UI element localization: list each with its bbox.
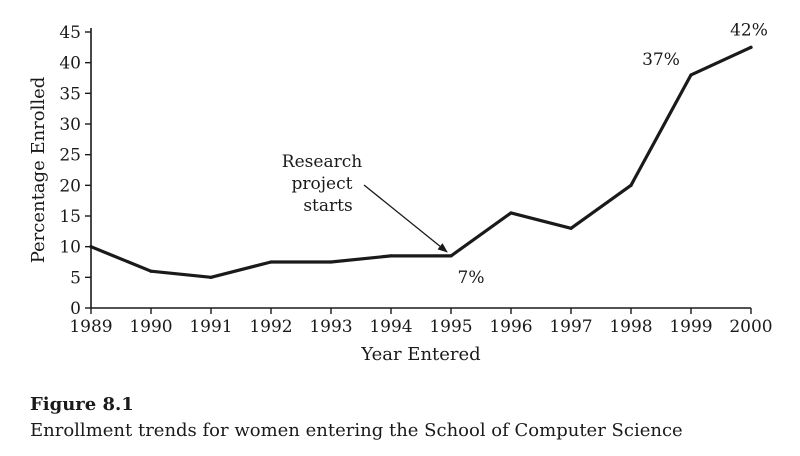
x-tick-label: 1998: [609, 317, 652, 337]
annotations: Research project starts 7% 37% 42%: [282, 20, 768, 288]
x-tick-label: 1995: [429, 317, 472, 337]
figure-caption: Enrollment trends for women entering the…: [30, 420, 683, 441]
data-point: [329, 260, 333, 264]
data-point: [569, 226, 573, 230]
data-point: [389, 254, 393, 258]
y-tick-label: 0: [70, 299, 81, 319]
x-tick-label: 1997: [549, 317, 592, 337]
data-point: [269, 260, 273, 264]
x-tick-label: 2000: [729, 317, 772, 337]
value-annotation: 37%: [642, 50, 680, 70]
y-tick-label: 20: [59, 176, 81, 196]
data-point: [749, 45, 753, 49]
x-tick-label: 1993: [309, 317, 352, 337]
y-tick-label: 40: [59, 54, 81, 74]
research-callout: Research project starts: [282, 152, 448, 253]
data-point: [509, 211, 513, 215]
x-tick-label: 1996: [489, 317, 532, 337]
y-tick-label: 45: [59, 23, 81, 43]
y-tick-label: 25: [59, 146, 81, 166]
value-annotation: 7%: [458, 268, 485, 288]
y-tick-label: 35: [59, 84, 81, 104]
series-line: [89, 45, 753, 279]
data-point: [449, 254, 453, 258]
data-point: [149, 269, 153, 273]
callout-arrow: [363, 184, 448, 253]
data-point: [629, 183, 633, 187]
x-axis-title: Year Entered: [360, 344, 480, 365]
callout-line: Research: [282, 152, 362, 172]
data-point: [689, 73, 693, 77]
callout-line: project: [292, 174, 353, 194]
x-tick-label: 1989: [69, 317, 112, 337]
y-axis-title: Percentage Enrolled: [28, 77, 49, 264]
ticks: 0 5 10 15 20 25 30 35 40 45 1989 1990 1991 1992 1993 19…: [59, 23, 772, 337]
series: [89, 45, 753, 279]
y-tick-label: 30: [59, 115, 81, 135]
y-tick-label: 10: [59, 238, 81, 258]
line-chart: 0 5 10 15 20 25 30 35 40 45 1989 1990 1991 1992 1993 19…: [28, 20, 773, 365]
figure-label: Figure 8.1: [30, 394, 134, 415]
data-point: [209, 275, 213, 279]
y-tick-label: 5: [70, 268, 81, 288]
x-tick-label: 1999: [669, 317, 712, 337]
value-annotation: 42%: [730, 20, 768, 40]
callout-text: Research project starts: [282, 152, 362, 216]
data-point: [89, 245, 93, 249]
x-tick-label: 1991: [189, 317, 232, 337]
axes: [90, 28, 751, 309]
y-tick-label: 15: [59, 207, 81, 227]
x-tick-label: 1994: [369, 317, 412, 337]
x-tick-label: 1992: [249, 317, 292, 337]
x-tick-label: 1990: [129, 317, 172, 337]
callout-line: starts: [303, 196, 352, 216]
